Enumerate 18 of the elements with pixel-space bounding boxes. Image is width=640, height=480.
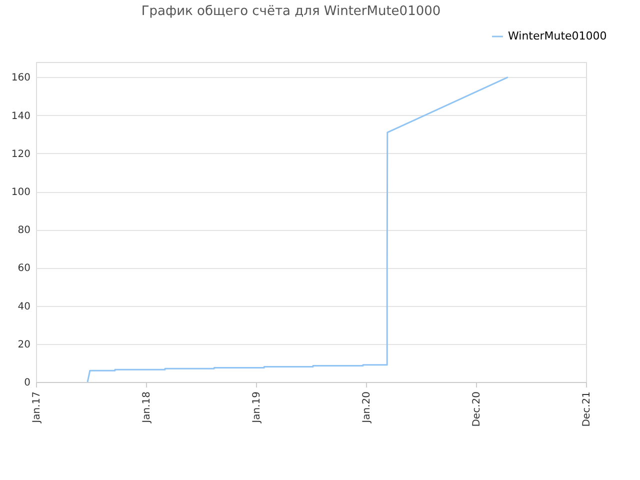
line-series (86, 76, 509, 383)
legend-label: WinterMute01000 (508, 30, 607, 42)
y-tick-label: 160 (11, 72, 30, 84)
x-tick-label: Jan.18 (142, 392, 152, 424)
chart-title: График общего счёта для WinterMute01000 (141, 4, 441, 19)
y-tick-label: 20 (18, 339, 30, 350)
y-tick-label: 0 (24, 378, 30, 388)
y-tick-label: 80 (18, 225, 30, 236)
x-tick-label: Jan.19 (252, 392, 262, 424)
x-tick-label: Jan.20 (362, 392, 372, 424)
x-tick-label: Dec.21 (582, 392, 592, 427)
y-tick-label: 100 (11, 187, 30, 198)
x-tick-label: Jan.17 (32, 392, 42, 424)
y-tick-label: 140 (11, 110, 30, 122)
y-tick-label: 40 (18, 301, 30, 312)
y-tick-label: 60 (18, 263, 30, 274)
y-tick-label: 120 (11, 148, 30, 160)
x-tick-label: Dec.20 (472, 392, 482, 427)
